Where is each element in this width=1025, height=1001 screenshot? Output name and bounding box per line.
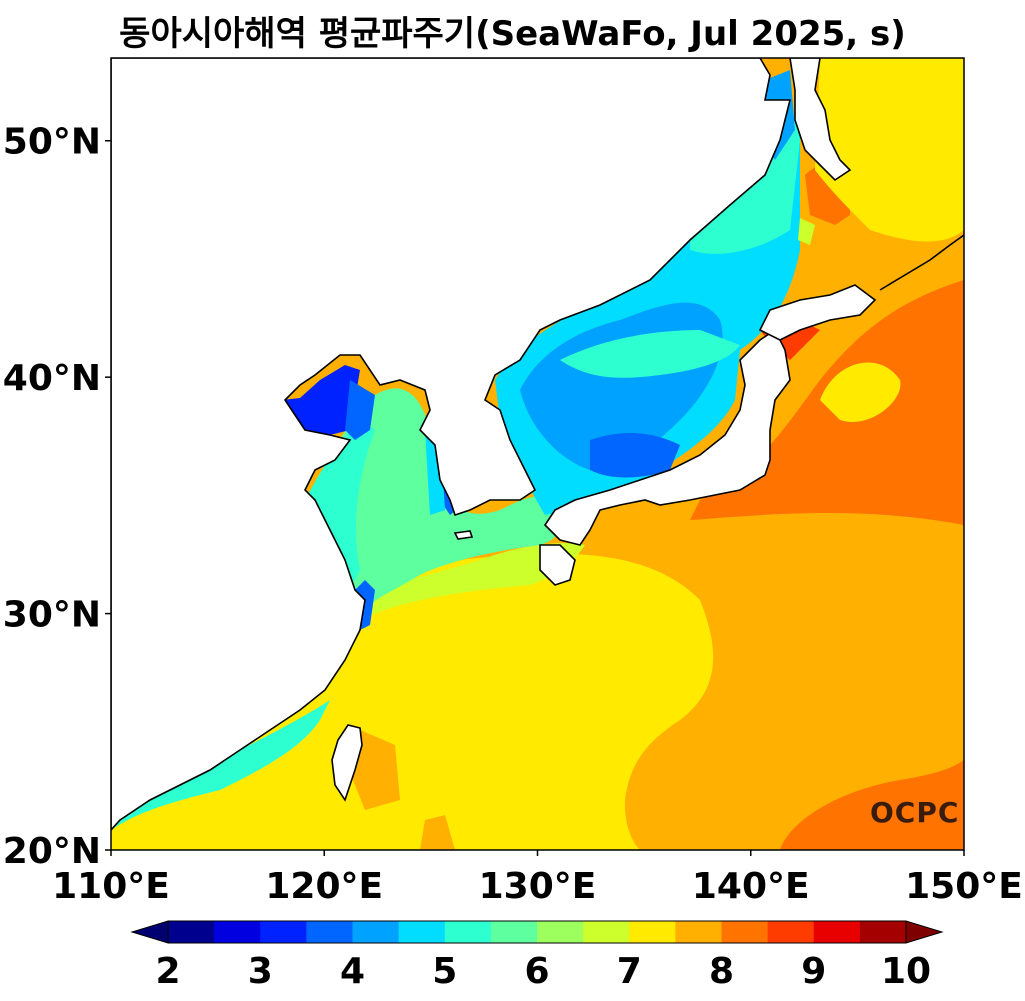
colorbar-tick-label-2: 4: [340, 951, 365, 992]
land-mask: [111, 58, 964, 832]
colorbar-segment-7: [490, 921, 538, 943]
lat-tick-label-1: 30°N: [3, 595, 101, 636]
land-china-korea: [111, 58, 792, 832]
colorbar-segment-3: [306, 921, 353, 943]
lat-tick-label-2: 40°N: [3, 358, 101, 399]
period-region-7.5to8-north: [815, 58, 964, 242]
colorbar-tick-label-8: 10: [881, 951, 931, 992]
land-jeju: [453, 530, 474, 540]
period-region-3.5to4-bohai-edge: [345, 380, 375, 440]
colorbar-tick-label-1: 3: [248, 951, 273, 992]
colorbar-tick-label-7: 9: [801, 951, 826, 992]
lon-tick-label-0: 110°E: [52, 866, 170, 907]
period-region-7.5to8-offshore: [820, 362, 901, 422]
period-region-3to3.5-bohai: [282, 365, 360, 435]
colorbar-segment-11: [675, 921, 722, 943]
period-region-7.5to8-south: [111, 553, 714, 850]
colorbar-segment-10: [629, 921, 676, 943]
colorbar-segment-6: [444, 921, 492, 943]
colorbar: 2 3 4 5 6 7 8 9 10: [130, 920, 944, 992]
period-region-8.5to9-southeast: [780, 760, 964, 850]
lon-axis: 110°E 120°E 130°E 140°E 150°E: [52, 850, 1023, 907]
land-sakhalin-siberia: [789, 58, 852, 182]
period-region-7to7.5-ecs: [111, 543, 585, 830]
colorbar-over-triangle: [905, 920, 944, 944]
colorbar-segment-12: [721, 921, 769, 943]
lon-tick-label-2: 130°E: [479, 866, 597, 907]
land-taiwan: [331, 724, 363, 802]
period-region-8to8.5-south-patch: [420, 815, 455, 850]
colorbar-segment-9: [583, 921, 630, 943]
colorbar-segment-0: [168, 921, 215, 943]
lat-tick-label-3: 50°N: [3, 122, 101, 163]
lat-axis: 20°N 30°N 40°N 50°N: [3, 122, 111, 872]
colorbar-segment-5: [398, 921, 446, 943]
colorbar-tick-label-0: 2: [155, 951, 180, 992]
colorbar-frame: [167, 920, 907, 944]
colorbar-under-triangle: [130, 920, 169, 944]
colorbar-segment-15: [859, 921, 907, 943]
period-region-6.5to7-hokkaido-west: [798, 218, 815, 245]
ocpc-logo: OCPC: [870, 796, 960, 829]
colorbar-segment-14: [813, 921, 861, 943]
lon-tick-label-4: 150°E: [905, 866, 1023, 907]
lon-tick-label-1: 120°E: [265, 866, 383, 907]
colorbar-segment-13: [767, 921, 815, 943]
colorbar-tick-label-3: 5: [432, 951, 457, 992]
map-title: 동아시아해역 평균파주기(SeaWaFo, Jul 2025, s): [119, 14, 906, 54]
land-shikoku-kyushu: [539, 544, 576, 586]
period-region-4to4.5-east-sea-south: [590, 433, 680, 478]
land-hokkaido: [758, 284, 877, 341]
colorbar-segment-1: [214, 921, 261, 943]
period-region-5.5to6-south-coast: [111, 700, 330, 830]
colorbar-tick-label-6: 8: [709, 951, 734, 992]
colorbar-tick-label-4: 6: [524, 951, 549, 992]
lon-tick-label-3: 140°E: [692, 866, 810, 907]
land-kurils: [879, 234, 964, 291]
colorbar-segment-4: [352, 921, 400, 943]
land-japan: [543, 328, 791, 546]
period-region-5to5.5-east-sea: [560, 330, 740, 378]
lat-tick-label-0: 20°N: [3, 831, 101, 872]
colorbar-segment-8: [537, 921, 584, 943]
colorbar-tick-label-5: 7: [617, 951, 642, 992]
colorbar-segment-2: [260, 921, 307, 943]
